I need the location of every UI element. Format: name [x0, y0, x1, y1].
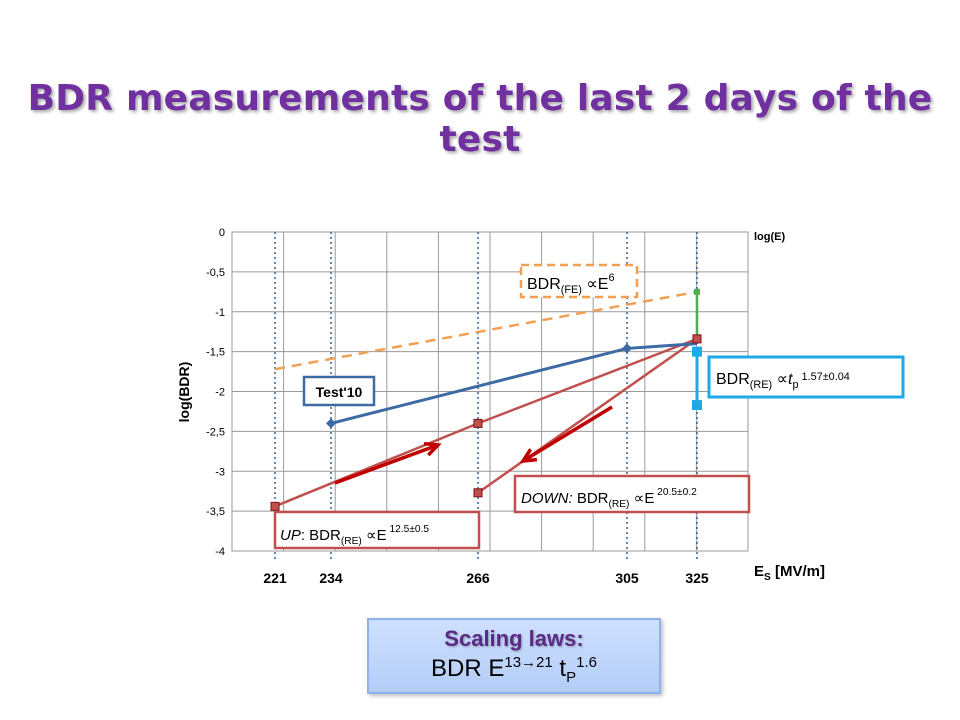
- test10-label-box: [302, 375, 376, 407]
- x-tick-label: 305: [615, 570, 639, 586]
- scaling-law-t-sub: P: [566, 668, 577, 686]
- series-re-marker: [270, 501, 280, 511]
- y-tick-label: -4: [215, 546, 225, 558]
- trend-arrow-shaft: [334, 443, 439, 485]
- up-label-text-part: UP: [280, 527, 301, 544]
- tp-label-box: [707, 355, 905, 399]
- x-axis-label-part: [MV/m]: [771, 563, 825, 580]
- down-label-text-part: DOWN:: [521, 490, 573, 507]
- test10-label-text: Test'10: [316, 384, 363, 400]
- series-test10-marker: [326, 418, 336, 429]
- down-label-text: DOWN: BDR(RE) ∝E 20.5±0.2: [521, 487, 697, 510]
- series-down-line: [477, 337, 698, 494]
- x-axis-label-part: E: [754, 563, 764, 580]
- y-tick-label: -3: [215, 466, 225, 478]
- scaling-law-exponent-t: 1.6: [576, 654, 597, 671]
- up-label-text: UP: BDR(RE) ∝E 12.5±0.5: [280, 524, 429, 547]
- trend-arrow-head: [423, 441, 442, 457]
- down-label-text-part: ∝E: [629, 490, 654, 507]
- x-top-label: log(E): [754, 231, 785, 243]
- series-re-marker: [692, 334, 702, 344]
- up-label-box: [273, 510, 481, 550]
- y-tick-label: -1,5: [206, 347, 225, 359]
- scaling-law-t: t: [552, 655, 567, 682]
- down-label-text-part: BDR: [573, 490, 609, 507]
- tp-label-text-part: BDR: [716, 371, 750, 388]
- scaling-laws-title: Scaling laws:: [444, 626, 584, 651]
- fe-label-text: BDR(FE) ∝E6: [527, 272, 615, 296]
- tp-label-text-part: 1.57±0.04: [799, 371, 850, 383]
- up-label-text-part: ∝E: [362, 527, 387, 544]
- x-tick-label: 221: [263, 570, 287, 586]
- y-axis-label: log(BDR): [176, 362, 192, 423]
- y-tick-label: -2,5: [206, 426, 225, 438]
- scaling-law-exponent-e: 13→21: [504, 654, 553, 671]
- scaling-law-prefix: BDR E: [431, 655, 505, 682]
- fe-label-text-part: 6: [608, 272, 614, 284]
- y-tick-label: -0,5: [206, 267, 225, 279]
- x-axis-label: ES [MV/m]: [754, 563, 825, 583]
- y-tick-label: 0: [219, 227, 225, 239]
- down-label-text-part: (RE): [609, 499, 630, 510]
- y-tick-label: -2: [215, 387, 225, 399]
- up-label-text-part: : BDR: [301, 527, 341, 544]
- tp-label-text-part: p: [792, 379, 798, 391]
- trend-arrow-shaft: [522, 405, 613, 463]
- fe-label-text-part: BDR: [527, 276, 561, 293]
- x-tick-label: 266: [466, 570, 490, 586]
- scaling-law-formula: BDR E13→21 tP1.6: [369, 654, 659, 686]
- slide-title: BDR measurements of the last 2 days of t…: [27, 78, 933, 160]
- x-tick-label: 234: [319, 570, 343, 586]
- tp-label-text-part: t: [788, 371, 793, 388]
- y-tick-label: -3,5: [206, 506, 225, 518]
- up-label-text-part: 12.5±0.5: [387, 524, 430, 535]
- tp-label-text-part: ∝: [772, 371, 788, 388]
- series-fe-line: [274, 290, 698, 371]
- fe-label-text-part: ∝E: [582, 276, 609, 293]
- y-tick-label: -1: [215, 307, 225, 319]
- series-re-marker: [473, 418, 483, 428]
- series-test10-marker: [622, 343, 632, 354]
- fe-label-text-part: (FE): [561, 284, 582, 296]
- tp-label-text: BDR(RE) ∝tp 1.57±0.04: [716, 371, 850, 391]
- series-re-marker: [473, 488, 483, 498]
- up-label-text-part: (RE): [341, 536, 362, 547]
- series-tp-marker: [692, 400, 702, 411]
- tp-label-text-part: (RE): [750, 379, 772, 391]
- x-tick-label: 325: [685, 570, 709, 586]
- scaling-laws-box: Scaling laws: BDR E13→21 tP1.6: [367, 618, 661, 694]
- series-tp-marker: [692, 346, 702, 357]
- x-axis-label-part: S: [764, 572, 771, 583]
- down-label-text-part: 20.5±0.2: [654, 487, 697, 498]
- fe-label-box: [519, 263, 639, 299]
- trend-arrow-head: [519, 448, 538, 464]
- down-label-box: [513, 474, 751, 514]
